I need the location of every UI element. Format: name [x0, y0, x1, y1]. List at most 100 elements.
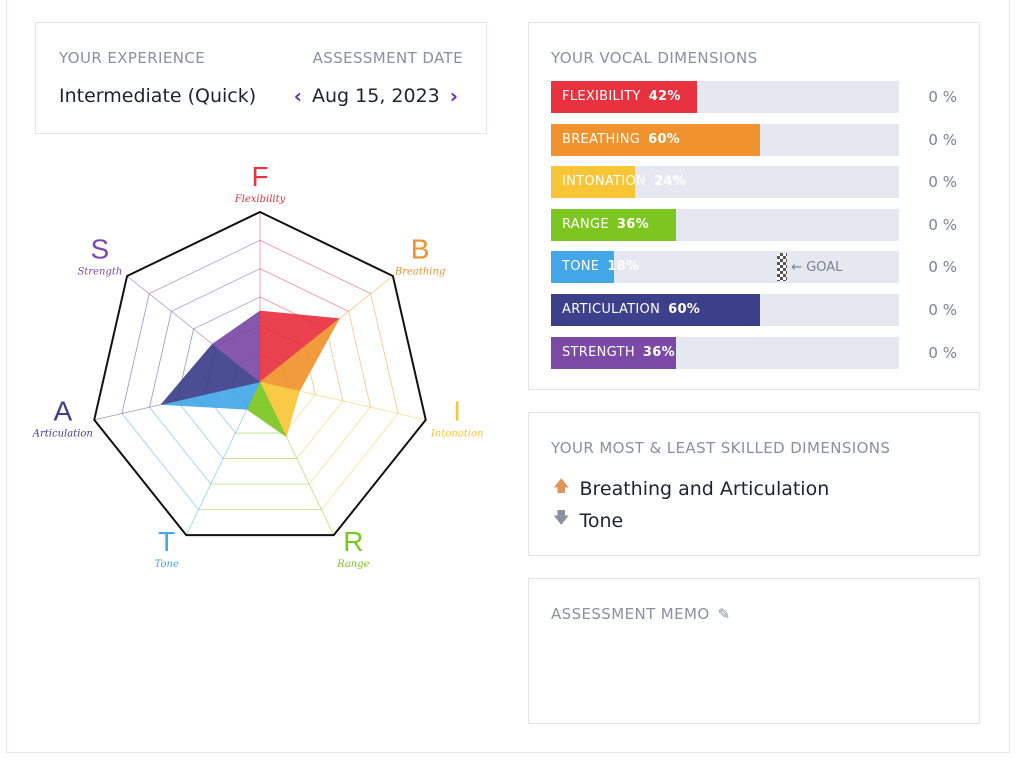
chevron-right-icon[interactable]: ›: [449, 84, 458, 108]
dimension-row-range: RANGE 36% 0 %: [551, 208, 957, 241]
radar-grid-line: [259, 296, 327, 330]
radar-grid-line: [121, 293, 150, 414]
radar-axis-letter-intonation: I: [453, 396, 461, 427]
radar-sector-tone: [160, 382, 260, 410]
dimension-track: BREATHING 60%: [551, 123, 899, 156]
radar-axis-letter-range: R: [343, 526, 363, 557]
radar-grid-line: [370, 293, 399, 414]
dimension-goal-pct: 0 %: [928, 301, 957, 319]
dimension-goal-pct: 0 %: [928, 130, 957, 149]
experience-value: Intermediate (Quick): [59, 85, 257, 107]
radar-axis-label-strength: Strength: [77, 266, 122, 277]
radar-sector-flexibility: [260, 310, 340, 382]
dimension-pct: 60%: [648, 131, 681, 147]
skilled-dimensions-card: YOUR MOST & LEAST SKILLED DIMENSIONS 🡅 B…: [528, 412, 980, 556]
dimension-pct: 24%: [654, 174, 687, 190]
arrow-up-icon: 🡅: [553, 476, 570, 495]
radar-axis-letter-strength: S: [91, 233, 110, 264]
radar-grid-line: [303, 346, 316, 395]
dimension-pct: 36%: [616, 216, 649, 232]
dimension-track: RANGE 36%: [551, 208, 899, 241]
radar-grid-line: [204, 394, 236, 434]
experience-heading: YOUR EXPERIENCE: [59, 49, 206, 67]
assessment-date-heading: ASSESSMENT DATE: [312, 49, 463, 67]
radar-chart: F Flexibility B Breathing I Intonation R Range T…: [32, 161, 484, 570]
radar-sector-breathing: [260, 318, 340, 392]
most-skilled-text: Breathing and Articulation: [579, 477, 830, 500]
radar-outer-border: [93, 210, 427, 537]
dimension-goal-pct: 0 %: [928, 173, 957, 192]
dimension-name: TONE: [562, 259, 600, 275]
dimension-track: FLEXIBILITY 42%: [551, 81, 899, 113]
vocal-dimensions-card: YOUR VOCAL DIMENSIONS FLEXIBILITY 42% 0 % B…: [528, 22, 980, 390]
dimension-fill-flexibility: [551, 81, 698, 113]
chevron-left-icon[interactable]: ‹: [293, 84, 302, 108]
dimension-pct: 18%: [607, 259, 640, 275]
most-skilled-item: 🡅 Breathing and Articulation: [553, 475, 829, 502]
assessment-memo-heading-row: ASSESSMENT MEMO ✎: [551, 605, 731, 623]
dimension-name: INTONATION: [562, 174, 647, 190]
dimension-name: RANGE: [562, 216, 609, 232]
dimension-row-articulation: ARTICULATION 60% 0 %: [551, 294, 957, 326]
radar-grid-line: [204, 346, 217, 395]
dimension-goal-pct: 0 %: [928, 258, 957, 277]
arrow-down-icon: 🡇: [553, 508, 570, 527]
dimension-name: FLEXIBILITY: [562, 89, 641, 104]
dimension-track: ARTICULATION 60%: [551, 294, 899, 326]
radar-axis-label-breathing: Breathing: [394, 266, 446, 277]
checkered-flag-icon: [777, 253, 788, 282]
dimension-row-intonation: INTONATION 24% 0 %: [551, 166, 957, 199]
radar-grid-line: [281, 364, 289, 389]
dimension-goal-pct: 0 %: [928, 215, 957, 234]
dimension-fill-strength: [551, 336, 677, 369]
radar-spoke: [259, 381, 426, 421]
radar-axis-letter-articulation: A: [53, 396, 72, 427]
radar-spoke: [259, 381, 335, 536]
vocal-dimensions-heading: YOUR VOCAL DIMENSIONS: [551, 49, 758, 67]
radar-grid-line: [271, 388, 288, 408]
radar-grid-line: [215, 324, 261, 348]
dimension-row-strength: STRENGTH 36% 0 %: [551, 336, 957, 369]
radar-axis-letter-breathing: B: [411, 233, 430, 264]
radar-grid-line: [259, 268, 349, 312]
dimension-row-flexibility: FLEXIBILITY 42% 0 %: [551, 81, 957, 113]
radar-grid-line: [326, 328, 344, 402]
dimension-fill-articulation: [551, 294, 760, 326]
least-skilled-item: 🡇 Tone: [553, 507, 623, 534]
dimension-row-breathing: BREATHING 60% 0 %: [551, 123, 957, 156]
radar-grid-line: [284, 394, 316, 434]
dimension-label: STRENGTH 36%: [562, 345, 675, 360]
radar-grid-line: [348, 311, 371, 408]
goal-marker: ← GOAL: [777, 253, 842, 282]
radar-sector-range: [246, 382, 287, 438]
dimension-name: ARTICULATION: [562, 302, 661, 317]
radar-grid-line: [296, 400, 344, 459]
radar-grid-line: [232, 388, 249, 408]
dimension-label: ARTICULATION 60%: [562, 302, 700, 317]
assessment-date-value: Aug 15, 2023: [312, 85, 440, 107]
radar-axis-label-tone: Tone: [155, 559, 179, 570]
radar-grid-line: [176, 328, 194, 402]
dimension-name: STRENGTH: [562, 344, 635, 360]
radar-grid-line: [259, 239, 371, 295]
radar-grid-line: [171, 268, 261, 312]
radar-axis-letter-tone: T: [158, 526, 175, 557]
dimension-label: BREATHING 60%: [562, 132, 680, 147]
assessment-memo-card[interactable]: ASSESSMENT MEMO ✎: [528, 578, 980, 724]
radar-axis-label-range: Range: [336, 559, 370, 570]
pencil-icon[interactable]: ✎: [717, 605, 731, 623]
dimension-fill-range: [551, 208, 677, 241]
dimension-row-tone: TONE 18% ← GOAL 0 %: [551, 251, 957, 284]
dimension-track: STRENGTH 36%: [551, 336, 899, 369]
radar-grid-line: [237, 353, 261, 365]
dimension-fill-breathing: [551, 123, 760, 156]
dimension-track: TONE 18% ← GOAL: [551, 251, 899, 284]
skilled-dimensions-heading: YOUR MOST & LEAST SKILLED DIMENSIONS: [551, 439, 891, 457]
experience-card: YOUR EXPERIENCE ASSESSMENT DATE Intermed…: [35, 22, 487, 134]
least-skilled-text: Tone: [579, 509, 624, 532]
dimension-goal-pct: 0 %: [928, 88, 957, 106]
dimension-track: INTONATION 24%: [551, 166, 899, 199]
dimension-label: RANGE 36%: [562, 217, 649, 232]
radar-grid-line: [193, 296, 261, 330]
radar-axis-label-flexibility: Flexibility: [234, 194, 286, 205]
